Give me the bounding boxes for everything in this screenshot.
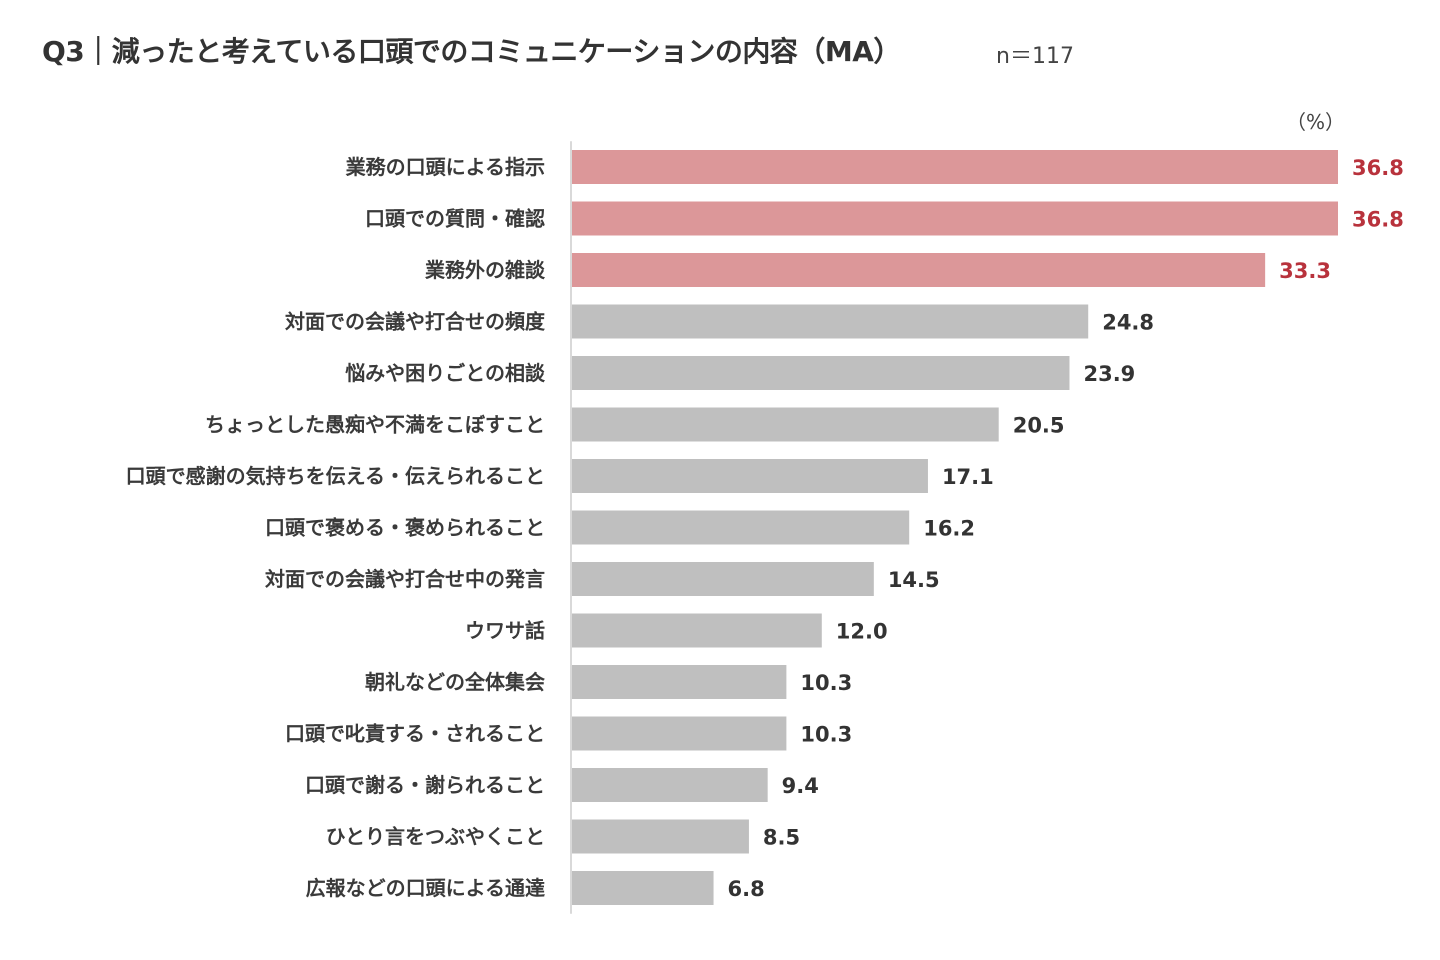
category-label: 広報などの口頭による通達 <box>306 876 545 900</box>
bar <box>572 304 1089 339</box>
chart-title: Q3｜減ったと考えている口頭でのコミュニケーションの内容（MA） <box>42 35 901 68</box>
unit-label: （%） <box>1286 110 1346 134</box>
sample-size-label: n＝117 <box>996 44 1074 69</box>
category-label: 業務外の雑談 <box>425 258 546 282</box>
bar <box>572 356 1070 390</box>
category-label: 朝礼などの全体集会 <box>365 670 545 694</box>
value-label: 16.2 <box>923 517 975 541</box>
category-label: 口頭で謝る・謝られること <box>305 773 545 797</box>
value-label: 20.5 <box>1013 414 1065 438</box>
bar <box>572 871 714 905</box>
category-label: 対面での会議や打合せ中の発言 <box>264 567 545 591</box>
bar <box>572 150 1338 184</box>
value-label: 12.0 <box>836 620 888 644</box>
category-label: 業務の口頭による指示 <box>346 155 545 179</box>
category-label: ひとり言をつぶやくこと <box>326 825 545 849</box>
bar <box>572 562 874 596</box>
value-label: 23.9 <box>1083 362 1135 386</box>
category-label: 対面での会議や打合せの頻度 <box>284 310 546 334</box>
category-label: 悩みや困りごとの相談 <box>345 361 546 385</box>
bar <box>572 665 787 699</box>
value-label: 24.8 <box>1102 311 1154 335</box>
bar <box>572 407 999 442</box>
bar <box>572 716 787 751</box>
bar <box>572 510 910 545</box>
value-label: 6.8 <box>728 877 765 901</box>
value-label: 10.3 <box>800 671 852 695</box>
value-label: 9.4 <box>782 774 819 798</box>
value-label: 17.1 <box>942 465 994 489</box>
bar <box>572 613 822 648</box>
value-label: 8.5 <box>763 826 800 850</box>
value-label: 36.8 <box>1352 156 1404 180</box>
category-label: 口頭で感謝の気持ちを伝える・伝えられること <box>126 464 545 488</box>
bar <box>572 459 928 493</box>
category-label: 口頭での質問・確認 <box>365 207 545 231</box>
bar <box>572 253 1266 287</box>
category-label: 口頭で褒める・褒められること <box>265 516 545 540</box>
value-label: 36.8 <box>1352 208 1404 232</box>
category-label: ちょっとした愚痴や不満をこぼすこと <box>205 413 545 437</box>
category-label: ウワサ話 <box>465 619 545 643</box>
value-label: 10.3 <box>800 723 852 747</box>
bar <box>572 768 768 802</box>
bar <box>572 201 1338 236</box>
bar <box>572 819 749 854</box>
value-label: 14.5 <box>888 568 940 592</box>
value-label: 33.3 <box>1279 259 1331 283</box>
category-label: 口頭で叱責する・されること <box>285 722 545 746</box>
